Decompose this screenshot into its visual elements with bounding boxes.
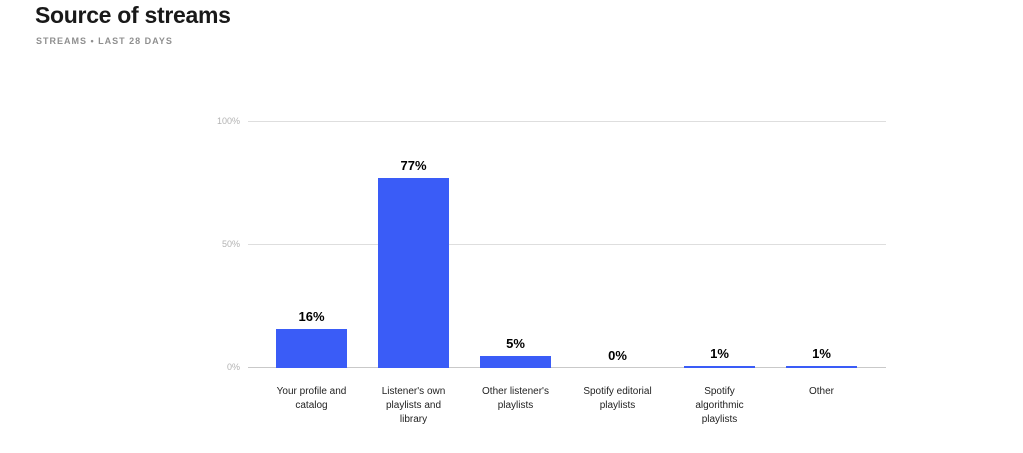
y-axis-tick-0: 0% bbox=[226, 362, 240, 372]
y-axis-tick-50: 50% bbox=[221, 239, 240, 249]
gridline-100: 100% bbox=[217, 116, 886, 126]
bar-group-other: 1% Other bbox=[786, 121, 857, 397]
bar-listener-s-own-playlists-and-library[interactable] bbox=[378, 177, 449, 368]
bar-group-other-listener-s-playlists: 5% Other listener's playlists bbox=[480, 121, 551, 411]
gridline-50: 50% bbox=[222, 239, 886, 249]
bar-other-listener-s-playlists[interactable] bbox=[480, 355, 551, 368]
x-axis-baseline: 0% bbox=[227, 362, 886, 372]
bar-group-spotify-algorithmic-playlists: 1% Spotify algorithmic playlists bbox=[684, 121, 755, 425]
bar-value-label: 0% bbox=[608, 348, 627, 363]
bar-value-label: 1% bbox=[710, 345, 729, 361]
page-title: Source of streams bbox=[35, 2, 231, 28]
bar-group-listener-s-own-playlists-and-library: 77% Listener's own playlists and library bbox=[378, 121, 449, 425]
bar-category-label: Spotify algorithmic playlists bbox=[695, 386, 744, 425]
bar-category-label: Listener's own playlists and library bbox=[381, 386, 446, 425]
bar-category-label: Spotify editorial playlists bbox=[583, 386, 652, 411]
bars-container: 16% Your profile and catalog 77% Listener's … bbox=[248, 121, 886, 425]
bar-value-label: 5% bbox=[506, 335, 525, 351]
bar-value-label: 77% bbox=[400, 157, 427, 173]
bar-group-spotify-editorial-playlists: 0% Spotify editorial playlists bbox=[582, 121, 653, 411]
bar-other[interactable] bbox=[786, 365, 857, 368]
source-of-streams-chart: 100% 50% 0% 16% Your profile and catalog 77… bbox=[217, 116, 886, 425]
page-subtitle: STREAMS • LAST 28 DAYS bbox=[36, 36, 173, 46]
bar-group-your-profile-and-catalog: 16% Your profile and catalog bbox=[276, 121, 347, 411]
bar-spotify-algorithmic-playlists[interactable] bbox=[684, 365, 755, 368]
bar-value-label: 1% bbox=[812, 345, 831, 361]
bar-category-label: Other listener's playlists bbox=[482, 386, 549, 411]
bar-value-label: 16% bbox=[298, 308, 325, 324]
bar-category-label: Your profile and catalog bbox=[276, 386, 347, 411]
bar-your-profile-and-catalog[interactable] bbox=[276, 328, 347, 368]
bar-category-label: Other bbox=[808, 386, 834, 397]
y-axis-tick-100: 100% bbox=[216, 116, 240, 126]
